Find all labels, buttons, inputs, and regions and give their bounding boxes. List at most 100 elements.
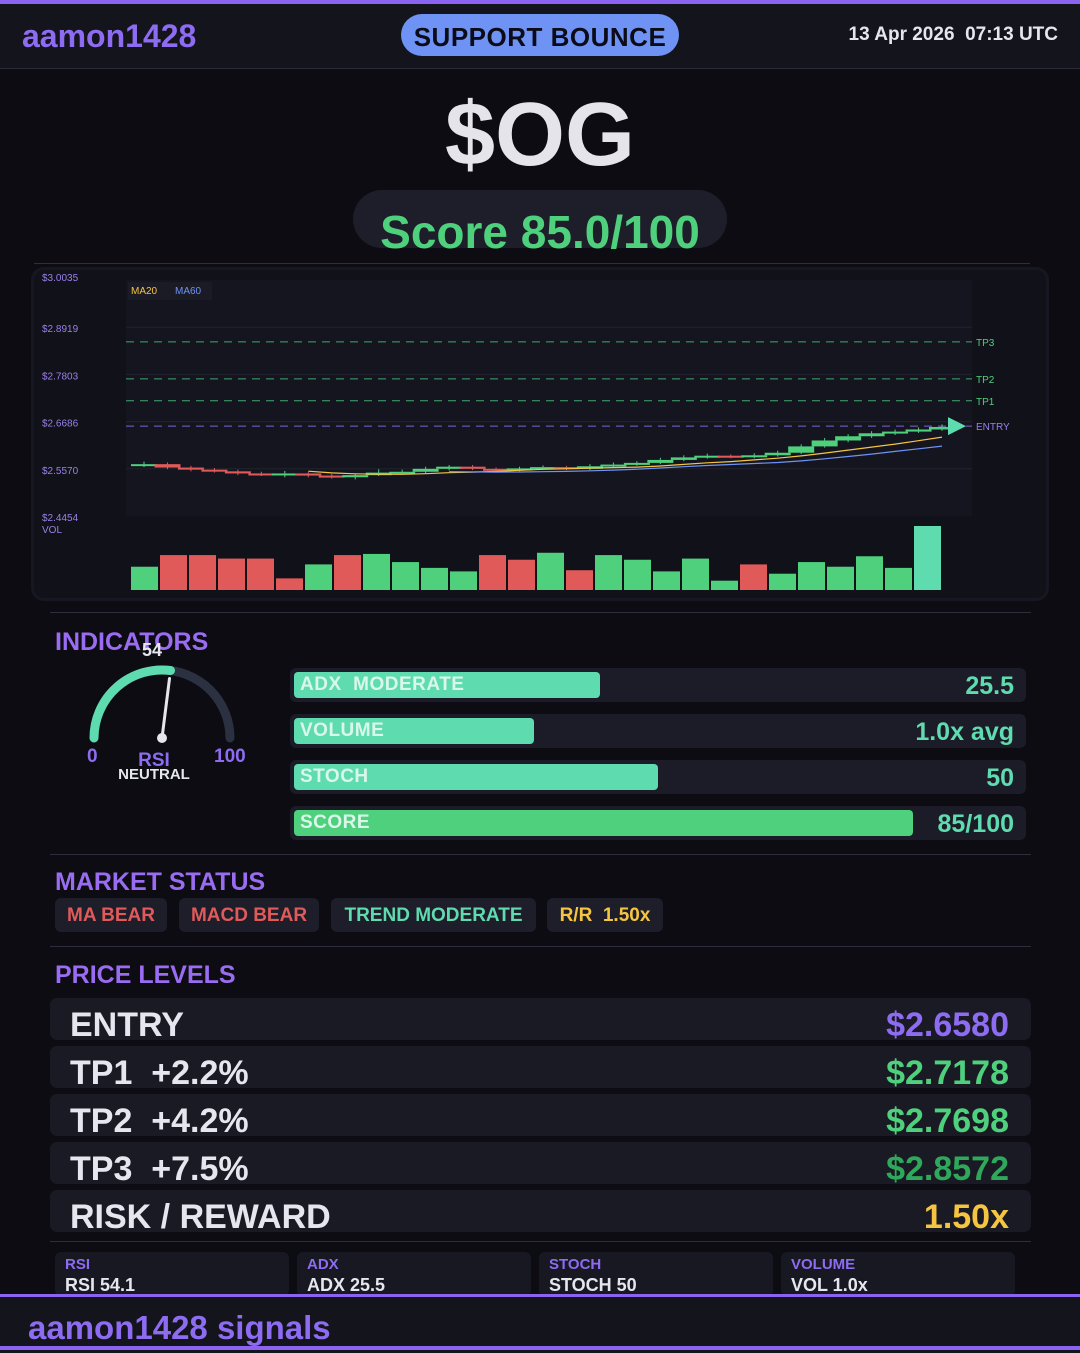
candle-body: [623, 462, 650, 465]
candle-body: [530, 467, 556, 470]
candle-body: [670, 457, 697, 460]
volume-bar: [856, 556, 883, 590]
brand-name: aamon1428: [22, 18, 197, 54]
candle-body: [835, 436, 862, 441]
indicator-bar-volume: VOLUME 1.0x avg: [290, 714, 1026, 748]
volume-bar: [508, 559, 535, 590]
divider: [50, 612, 1031, 613]
status-chip-rr: R/R 1.50x: [547, 898, 663, 932]
mini-stat-key: ADX: [307, 1256, 339, 1273]
level-row-entry: ENTRY $2.6580: [50, 998, 1031, 1044]
signal-badge: SUPPORT BOUNCE: [401, 14, 679, 56]
rsi-gauge-fill: [89, 665, 175, 743]
indicator-bar-fill: [294, 672, 600, 698]
volume-bar: [247, 558, 274, 590]
volume-bar: [305, 564, 332, 590]
volume-bar: [537, 552, 564, 590]
indicator-bar-stoch: STOCH 50: [290, 760, 1026, 794]
candle-body: [342, 475, 369, 478]
y-tick-label: $3.0035: [42, 273, 79, 284]
legend-ma60: MA60: [175, 286, 202, 297]
mini-stat-stoch: STOCH STOCH 50: [539, 1252, 773, 1296]
y-tick-label: $2.4454: [42, 513, 79, 524]
candle-body: [483, 468, 510, 471]
volume-bar: [363, 553, 390, 590]
plot-area: [126, 280, 972, 516]
candle-body: [248, 473, 275, 476]
rsi-min-label: 0: [87, 746, 98, 767]
divider: [34, 263, 1030, 264]
level-value: $2.8572: [886, 1150, 1009, 1188]
header-bar: aamon1428 SUPPORT BOUNCE 13 Apr 2026 07:…: [0, 4, 1080, 69]
volume-bar: [131, 566, 158, 590]
level-label: RISK / REWARD: [70, 1198, 331, 1236]
market-status-title: MARKET STATUS: [55, 868, 266, 896]
candle-body: [389, 471, 416, 474]
rsi-gauge: [89, 665, 235, 743]
level-label-tp3: TP3: [976, 338, 995, 349]
candle-body: [882, 431, 909, 434]
level-value: $2.7698: [886, 1102, 1009, 1140]
ma20-line: [308, 436, 943, 475]
entry-arrow: [948, 417, 966, 436]
rsi-gauge-needle: [160, 677, 171, 740]
score-text: Score 85.0/100: [380, 206, 700, 258]
candle-body: [764, 452, 791, 456]
footer-bar: aamon1428 signals: [0, 1294, 1080, 1353]
volume-bar: [189, 555, 216, 590]
candle-body: [412, 468, 439, 472]
volume-bar: [740, 564, 767, 590]
indicator-bar-label: ADX MODERATE: [300, 674, 465, 695]
level-label: ENTRY: [70, 1006, 184, 1044]
candle-body: [506, 468, 533, 471]
candle-body: [694, 455, 721, 458]
level-label: TP3 +7.5%: [70, 1150, 249, 1188]
level-value: $2.7178: [886, 1054, 1009, 1092]
rsi-label: RSI: [138, 750, 170, 771]
candle-body: [858, 433, 885, 437]
timestamp: 13 Apr 2026 07:13 UTC: [848, 24, 1058, 45]
candle-body: [929, 426, 955, 430]
footer-brand: aamon1428 signals: [28, 1309, 331, 1346]
candle-body: [788, 446, 815, 453]
mini-stat-key: STOCH: [549, 1256, 602, 1273]
status-chip-macd: MACD BEAR: [179, 898, 319, 932]
ticker-symbol: $OG: [444, 85, 636, 185]
indicator-bar-label: STOCH: [300, 766, 369, 787]
volume-bar: [450, 571, 477, 590]
candle-body: [459, 466, 486, 469]
volume-bar: [798, 562, 825, 590]
status-chip-ma: MA BEAR: [55, 898, 167, 932]
level-label: TP1 +2.2%: [70, 1054, 249, 1092]
candle-body: [553, 467, 580, 470]
indicators-title: INDICATORS: [55, 628, 209, 656]
rsi-max-label: 100: [214, 746, 246, 767]
level-label: TP2 +4.2%: [70, 1102, 249, 1140]
price-chart: $3.0035 $2.8919 $2.7803 $2.6686 $2.5570 $2.44…: [42, 273, 1010, 590]
volume-bar: [885, 567, 912, 590]
level-label-tp1: TP1: [976, 397, 995, 408]
mini-stat-value: STOCH 50: [549, 1275, 637, 1295]
indicator-bar-value: 50: [986, 764, 1014, 792]
volume-bar: [276, 578, 303, 590]
indicator-bar-fill: [294, 718, 535, 744]
mini-stat-adx: ADX ADX 25.5: [297, 1252, 531, 1296]
score-pill: [353, 190, 727, 248]
volume-bar: [334, 555, 361, 590]
level-row-tp1: TP1 +2.2% $2.7178: [50, 1046, 1031, 1092]
indicator-bar-label: VOLUME: [300, 720, 385, 741]
legend-box: [128, 282, 212, 300]
level-row-tp2: TP2 +4.2% $2.7698: [50, 1094, 1031, 1140]
candle-body: [647, 459, 674, 463]
indicator-bar-fill: [294, 810, 913, 836]
indicator-bar-score: SCORE 85/100: [290, 806, 1026, 840]
mini-stat-key: RSI: [65, 1256, 91, 1273]
indicator-bar-fill: [294, 764, 658, 790]
rsi-status: NEUTRAL: [118, 766, 190, 783]
level-label-tp2: TP2: [976, 375, 995, 386]
indicator-bar-value: 85/100: [937, 810, 1014, 838]
volume-bar: [566, 570, 593, 590]
volume-bar: [479, 555, 506, 590]
indicator-bar-label: SCORE: [300, 812, 371, 833]
volume-bar: [218, 558, 245, 590]
